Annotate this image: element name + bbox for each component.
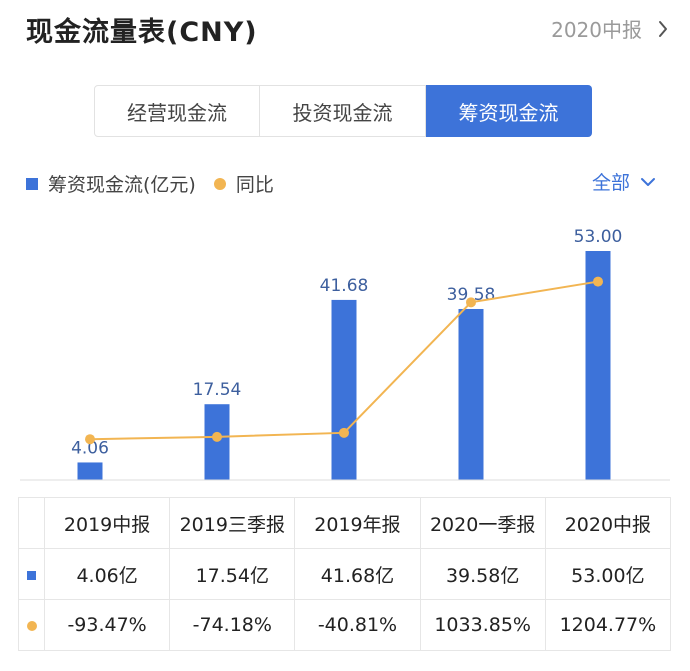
table-row-values: 4.06亿 17.54亿 41.68亿 39.58亿 53.00亿 — [18, 548, 672, 600]
bar-value-label-1: 17.54 — [193, 380, 242, 400]
table-header-cell: 2019三季报 — [169, 497, 296, 549]
data-table: 2019中报 2019三季报 2019年报 2020一季报 2020中报 4.0… — [18, 497, 672, 651]
bar-marker-icon — [27, 571, 36, 580]
table-yoy-cell: 1204.77% — [544, 599, 672, 651]
table-header-cell: 2019年报 — [294, 497, 421, 549]
yoy-point-2[interactable] — [339, 427, 349, 438]
line-marker-icon — [26, 621, 37, 631]
yoy-point-3[interactable] — [466, 297, 476, 308]
bar-1[interactable] — [204, 404, 230, 480]
table-value-cell: 53.00亿 — [544, 548, 672, 600]
table-value-cell: 17.54亿 — [169, 548, 296, 600]
bar-2[interactable] — [331, 299, 357, 480]
bar-value-label-0: 4.06 — [71, 438, 109, 458]
range-filter-dropdown[interactable]: 全部 — [592, 168, 656, 195]
period-label: 2020中报 — [551, 18, 642, 42]
bar-3[interactable] — [458, 308, 484, 480]
row-marker-line — [18, 599, 45, 651]
yoy-point-0[interactable] — [85, 434, 95, 445]
tab-financing-cashflow[interactable]: 筹资现金流 — [426, 85, 592, 137]
legend-line-label: 同比 — [235, 174, 274, 196]
chevron-down-icon — [640, 176, 656, 188]
period-selector[interactable]: 2020中报 — [551, 14, 670, 43]
table-header-row: 2019中报 2019三季报 2019年报 2020一季报 2020中报 — [18, 497, 672, 549]
table-yoy-cell: -40.81% — [294, 599, 421, 651]
page-title: 现金流量表(CNY) — [26, 17, 258, 48]
table-header-cell: 2019中报 — [43, 497, 171, 549]
table-yoy-cell: -74.18% — [169, 599, 296, 651]
row-marker-bar — [18, 548, 45, 600]
yoy-point-1[interactable] — [212, 431, 222, 442]
table-value-cell: 4.06亿 — [43, 548, 171, 600]
bar-value-label-4: 53.00 — [574, 227, 623, 247]
legend-bar-swatch — [26, 177, 38, 190]
legend-item-bar: 筹资现金流(亿元) — [26, 170, 196, 197]
table-header-cell: 2020一季报 — [419, 497, 546, 549]
cashflow-tabs: 经营现金流 投资现金流 筹资现金流 — [94, 85, 592, 137]
legend-item-line: 同比 — [196, 170, 274, 197]
legend-bar-label: 筹资现金流(亿元) — [48, 174, 196, 196]
tab-investing-cashflow[interactable]: 投资现金流 — [260, 85, 426, 137]
bar-4[interactable] — [585, 251, 611, 480]
tab-operating-cashflow[interactable]: 经营现金流 — [94, 85, 260, 137]
table-value-cell: 39.58亿 — [419, 548, 546, 600]
chart-legend: 筹资现金流(亿元) 同比 — [26, 170, 274, 197]
table-yoy-cell: -93.47% — [43, 599, 171, 651]
table-row-yoy: -93.47% -74.18% -40.81% 1033.85% 1204.77… — [18, 599, 672, 651]
range-filter-label: 全部 — [591, 172, 630, 194]
table-header-cell: 2020中报 — [544, 497, 672, 549]
table-corner-cell — [18, 497, 45, 549]
bar-value-label-2: 41.68 — [320, 276, 369, 296]
yoy-point-4[interactable] — [593, 276, 603, 287]
table-yoy-cell: 1033.85% — [419, 599, 546, 651]
chevron-right-icon — [656, 19, 670, 39]
bar-0[interactable] — [77, 462, 103, 480]
table-value-cell: 41.68亿 — [294, 548, 421, 600]
legend-line-swatch — [213, 177, 226, 190]
